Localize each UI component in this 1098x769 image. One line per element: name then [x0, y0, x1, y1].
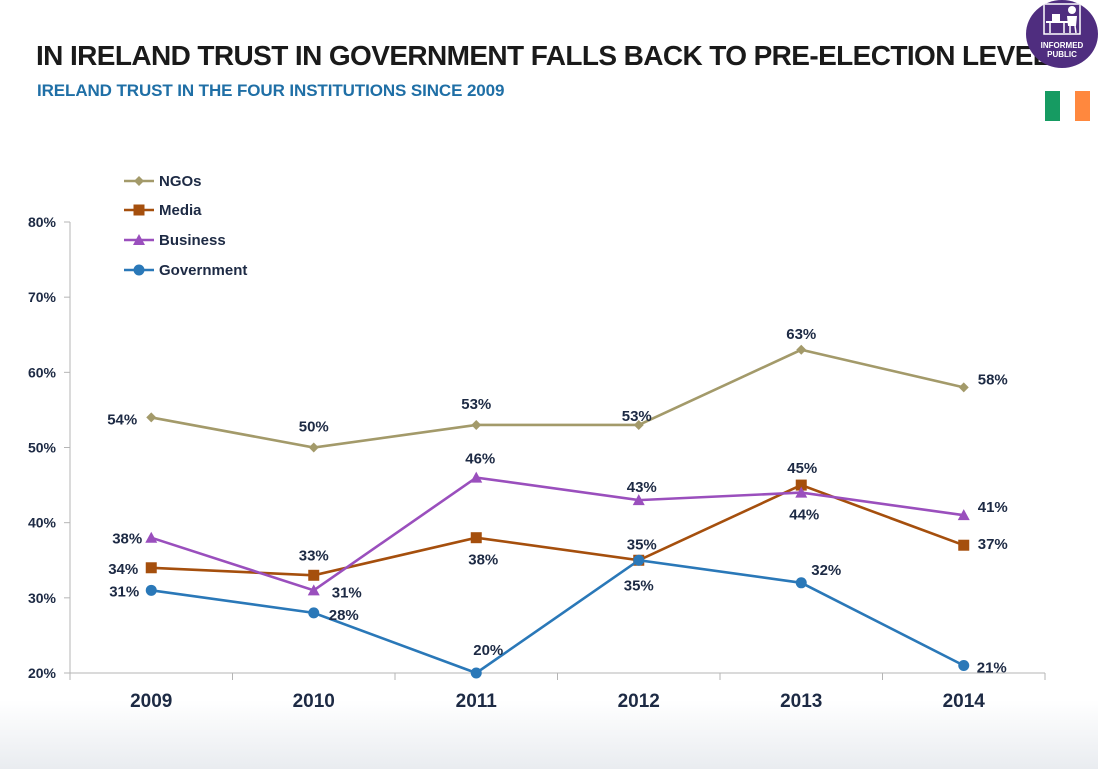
- legend-marker-media: [133, 204, 145, 216]
- point-government: [145, 584, 157, 596]
- point-government: [308, 607, 320, 619]
- data-label-business: 31%: [332, 584, 362, 601]
- x-tick-label: 2010: [293, 691, 335, 712]
- point-business: [795, 486, 808, 498]
- logo-line-2: PUBLIC: [1047, 50, 1077, 59]
- data-label-business: 46%: [465, 451, 495, 468]
- legend-label-business: Business: [159, 232, 226, 249]
- data-label-government: 31%: [109, 583, 139, 600]
- point-media: [145, 562, 157, 574]
- data-label-ngos: 54%: [107, 411, 137, 428]
- point-government: [470, 667, 482, 679]
- point-business: [145, 531, 158, 543]
- data-label-ngos: 53%: [622, 408, 652, 425]
- series-line-business: [150, 476, 964, 592]
- data-label-business: 38%: [112, 531, 142, 548]
- point-business: [632, 494, 645, 506]
- legend-marker-government: [133, 264, 145, 276]
- series-line-government: [151, 558, 965, 675]
- data-label-business: 41%: [978, 499, 1008, 516]
- data-label-media: 37%: [978, 536, 1008, 553]
- point-business: [470, 471, 483, 483]
- point-ngos: [471, 419, 482, 430]
- x-tick-label: 2012: [618, 691, 660, 712]
- x-tick-label: 2009: [130, 691, 172, 712]
- point-media: [958, 539, 970, 551]
- data-label-media: 34%: [108, 561, 138, 578]
- data-label-ngos: 50%: [299, 419, 329, 436]
- x-tick-label: 2014: [943, 691, 986, 712]
- y-tick-label: 60%: [28, 364, 57, 380]
- point-government: [795, 577, 807, 589]
- bottom-gradient: [0, 700, 1098, 769]
- y-tick-label: 50%: [28, 440, 57, 456]
- point-media: [795, 479, 807, 491]
- point-ngos: [308, 442, 319, 453]
- y-tick-label: 40%: [28, 515, 57, 531]
- flag-orange-stripe: [1075, 91, 1090, 121]
- flag-white-stripe: [1060, 91, 1075, 121]
- point-ngos: [958, 382, 969, 393]
- x-tick-label: 2011: [456, 691, 498, 712]
- data-label-ngos: 63%: [786, 326, 816, 343]
- ireland-flag-icon: [1045, 91, 1090, 121]
- y-tick-label: 70%: [28, 289, 57, 305]
- point-media: [470, 532, 482, 544]
- data-label-ngos: 58%: [978, 371, 1008, 388]
- data-label-business: 43%: [627, 479, 657, 496]
- data-label-government: 35%: [624, 577, 654, 594]
- data-label-media: 35%: [627, 536, 657, 553]
- legend-label-government: Government: [159, 262, 247, 279]
- point-government: [958, 659, 970, 671]
- informed-public-logo: INFORMED PUBLIC: [1026, 0, 1098, 68]
- flag-green-stripe: [1045, 91, 1060, 121]
- point-business: [957, 509, 970, 521]
- legend-label-media: Media: [159, 202, 202, 219]
- data-label-government: 32%: [811, 562, 841, 579]
- y-tick-label: 80%: [28, 214, 57, 230]
- y-tick-label: 30%: [28, 590, 57, 606]
- data-label-media: 33%: [299, 547, 329, 564]
- page-title: IN IRELAND TRUST IN GOVERNMENT FALLS BAC…: [36, 40, 1068, 71]
- point-media: [308, 569, 320, 581]
- data-label-media: 45%: [787, 460, 817, 477]
- y-tick-label: 20%: [28, 665, 57, 681]
- data-label-media: 38%: [468, 552, 498, 569]
- point-ngos: [633, 419, 644, 430]
- data-label-government: 28%: [329, 607, 359, 624]
- data-label-ngos: 53%: [461, 396, 491, 413]
- page-subtitle: IRELAND TRUST IN THE FOUR INSTITUTIONS S…: [37, 81, 505, 100]
- logo-line-1: INFORMED: [1040, 41, 1084, 50]
- series-line-ngos: [151, 348, 965, 449]
- person-at-desk-icon: [1043, 3, 1081, 35]
- data-label-business: 44%: [789, 507, 819, 524]
- legend-marker-ngos: [134, 176, 144, 186]
- point-ngos: [146, 412, 157, 423]
- data-label-government: 21%: [977, 659, 1007, 676]
- x-tick-label: 2013: [780, 691, 822, 712]
- point-ngos: [796, 344, 807, 355]
- point-business: [307, 584, 320, 596]
- legend-label-ngos: NGOs: [159, 173, 202, 190]
- legend-marker-business: [133, 234, 145, 245]
- data-label-government: 20%: [473, 642, 503, 659]
- point-government: [633, 554, 645, 566]
